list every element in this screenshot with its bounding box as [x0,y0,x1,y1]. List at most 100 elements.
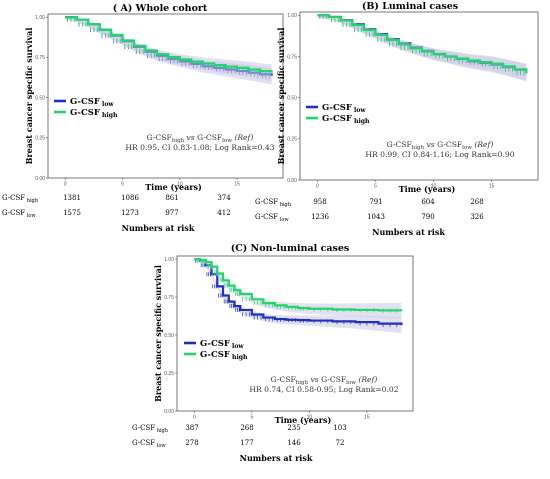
numbers-at-risk-label: Numbers at risk [240,453,313,463]
legend-label-high: G-CSF high [200,350,248,361]
panel-c: (C) Non-luminal cases 0.00 0.25 0.50 0.75 1.0… [132,243,414,463]
x-tick-label: 15 [364,415,370,421]
legend-label-low-base: G-CSF [200,339,230,349]
y-tick-label: 0.00 [164,409,174,415]
legend-label-high-sub: high [352,118,370,125]
risk-row-label-base: G-CSF [2,194,25,202]
stat-c: G-CSF [437,140,462,149]
x-tick-label: 5 [250,415,253,421]
x-tick-label: 5 [374,184,377,190]
numbers-at-risk-label: Numbers at risk [372,227,445,237]
risk-row-label-base: G-CSF [255,198,278,206]
risk-row-label: G-CSF high [255,198,292,208]
stat-ref: (Ref) [232,133,253,142]
stat-c: G-CSF [197,133,222,142]
risk-row-label-sub: high [25,198,39,204]
stat-ref: (Ref) [472,140,493,149]
legend-label-low: G-CSF low [200,339,244,350]
risk-row-label-sub: low [278,217,289,223]
risk-value: 412 [217,209,230,217]
risk-row-label-base: G-CSF [132,424,155,432]
legend-label-high-sub: high [100,112,118,119]
stat-ref: (Ref) [356,375,377,384]
x-tick-label: 10 [431,184,437,190]
stat-vs: vs [308,375,321,384]
risk-value: 958 [313,198,326,206]
y-tick-label: 0.25 [287,137,297,143]
risk-value: 1043 [367,213,385,221]
risk-value: 1273 [121,209,139,217]
risk-value: 1381 [63,194,81,202]
plot-frame [299,11,539,181]
legend-label-high-base: G-CSF [70,108,100,118]
numbers-at-risk-label: Numbers at risk [122,223,195,233]
legend-label-high-sub: high [230,354,248,361]
legend-label-low-base: G-CSF [70,97,100,107]
y-tick-label: 0.50 [287,95,297,101]
survival-line-high [194,257,403,312]
risk-row-label: G-CSF high [2,194,39,204]
x-tick-label: 5 [121,182,124,188]
stat-line-1: G-CSFhigh vs G-CSFlow (Ref) [271,375,378,386]
y-tick-label: 1.00 [287,13,297,19]
y-tick-label: 0.75 [164,295,174,301]
x-tick-label: 10 [307,415,313,421]
y-tick-label: 0.50 [35,95,45,101]
risk-row-label-sub: low [25,213,36,219]
panel-title: (C) Non-luminal cases [231,243,350,254]
stat-line-2: HR 0.74, CI 0.58-0.95; Log Rank=0.02 [249,385,398,394]
risk-row-label-base: G-CSF [132,439,155,447]
x-tick-label: 10 [177,182,183,188]
stat-line-1: G-CSFhigh vs G-CSFlow (Ref) [387,140,494,151]
stat-a: G-CSF [271,375,296,384]
survival-line-low [194,257,403,326]
risk-row-label: G-CSF low [2,209,36,219]
x-tick-label: 0 [64,182,67,188]
stat-a: G-CSF [387,140,412,149]
stat-c-sub: low [346,380,356,386]
legend-label-high: G-CSF high [322,114,370,125]
risk-value: 791 [369,198,382,206]
risk-value: 1575 [63,209,81,217]
y-tick-label: 1.00 [164,257,174,263]
legend-label-low-sub: low [100,101,115,108]
stat-a: G-CSF [147,133,172,142]
survival-line-high [317,14,528,74]
y-axis-label: Breast cancer specific survival [153,265,163,402]
legend-label-low: G-CSF low [322,103,366,114]
legend-label-low-sub: low [352,107,367,114]
legend-label-low-sub: low [230,343,245,350]
risk-row-label-base: G-CSF [2,209,25,217]
risk-row-label: G-CSF high [132,424,169,434]
y-tick-label: 0.25 [35,136,45,142]
plot-frame [47,13,284,179]
stat-vs: vs [184,133,197,142]
y-tick-label: 1.00 [35,15,45,21]
risk-row-label: G-CSF low [255,213,289,223]
legend-label-low: G-CSF low [70,97,114,108]
y-tick-label: 0.75 [287,54,297,60]
risk-value: 146 [287,439,301,447]
legend-label-low-base: G-CSF [322,103,352,113]
y-tick-label: 0.25 [164,371,174,377]
legend-label-high: G-CSF high [70,108,118,119]
y-axis-label: Breast cancer specific survival [24,28,34,165]
risk-row-label-sub: high [155,428,169,434]
panel-title: (B) Luminal cases [362,1,458,12]
legend-label-high-base: G-CSF [200,350,230,360]
risk-value: 387 [185,424,198,432]
risk-row-label-sub: low [155,443,166,449]
y-axis-label: Breast cancer specific survival [276,28,286,165]
risk-value: 268 [470,198,483,206]
y-tick-label: 0.75 [35,55,45,61]
panel-a: ( A) Whole cohort 0.00 0.25 0.50 0.75 1.00 0 5 1… [2,3,284,233]
risk-value: 177 [240,439,253,447]
risk-value: 278 [185,439,198,447]
x-tick-label: 15 [489,184,495,190]
stat-line-2: HR 0.99, CI 0.84-1.16; Log Rank=0.90 [365,150,514,159]
risk-value: 235 [287,424,300,432]
risk-row-label-sub: high [278,202,292,208]
y-tick-label: 0.00 [35,176,45,182]
stat-a-sub: high [172,138,185,144]
